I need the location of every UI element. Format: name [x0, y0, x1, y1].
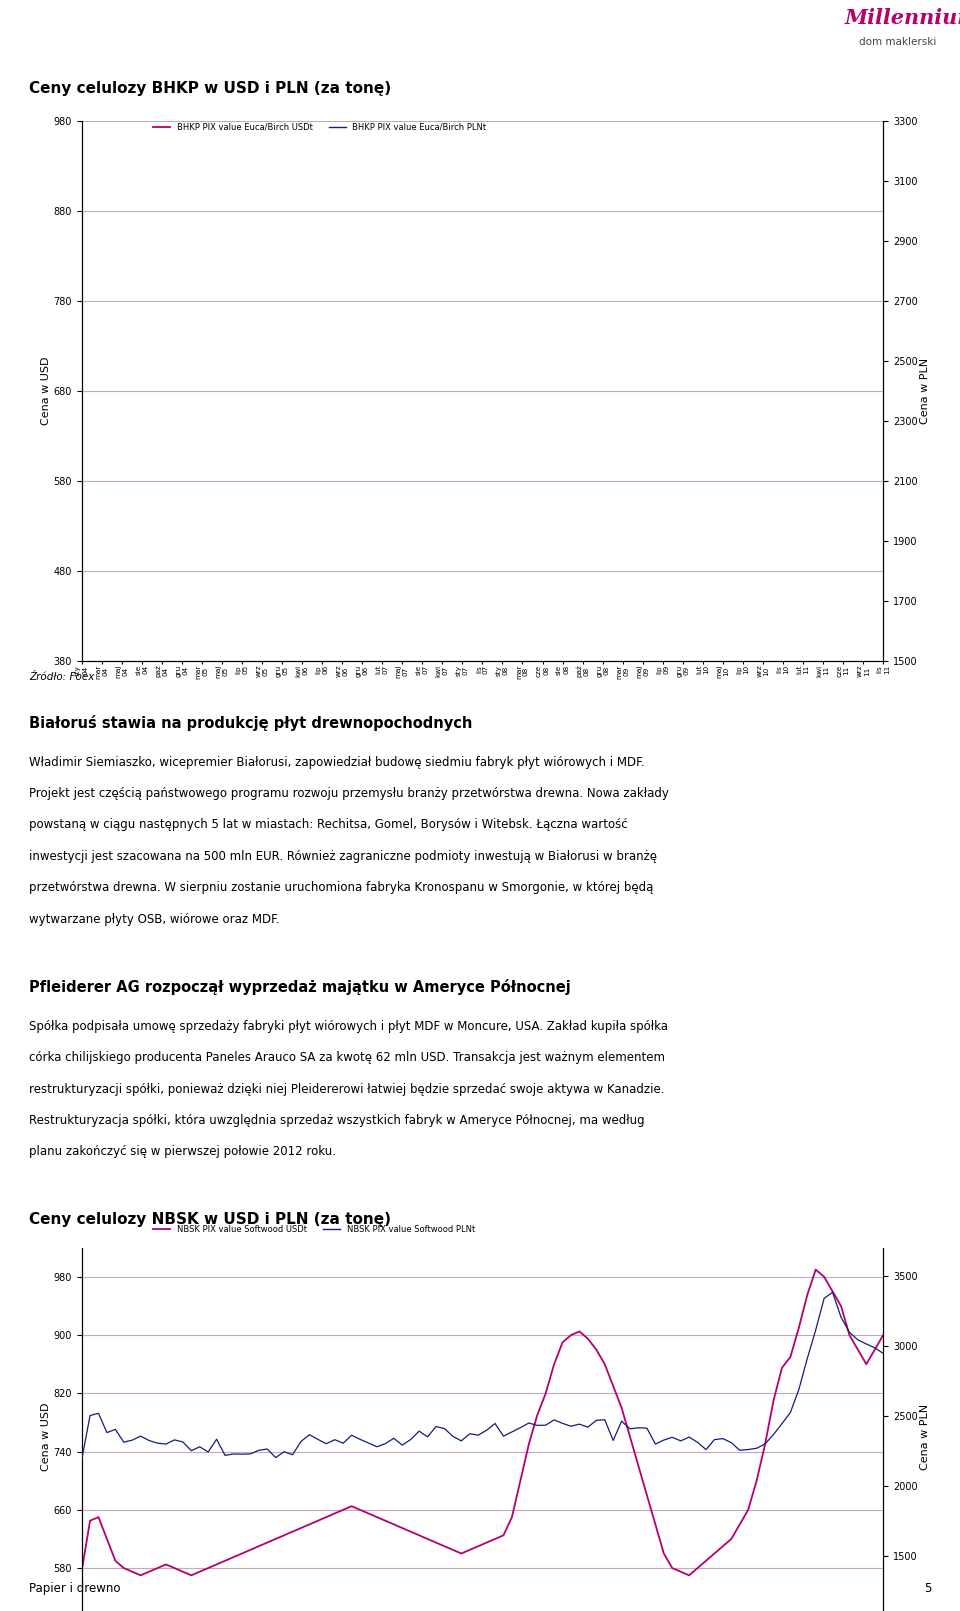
Y-axis label: Cena w USD: Cena w USD — [40, 1403, 51, 1471]
Y-axis label: Cena w PLN: Cena w PLN — [921, 358, 930, 424]
Text: Białoruś stawia na produkcję płyt drewnopochodnych: Białoruś stawia na produkcję płyt drewno… — [29, 715, 472, 731]
Text: powstaną w ciągu następnych 5 lat w miastach: Rechitsa, Gomel, Borysów i Witebsk: powstaną w ciągu następnych 5 lat w mias… — [29, 818, 628, 831]
Text: przetwórstwa drewna. W sierpniu zostanie uruchomiona fabryka Kronospanu w Smorgo: przetwórstwa drewna. W sierpniu zostanie… — [29, 881, 653, 894]
Text: Pfleiderer AG rozpoczął wyprzedaż majątku w Ameryce Północnej: Pfleiderer AG rozpoczął wyprzedaż majątk… — [29, 979, 570, 996]
Text: Millennium: Millennium — [845, 8, 960, 27]
Text: Projekt jest częścią państwowego programu rozwoju przemysłu branży przetwórstwa : Projekt jest częścią państwowego program… — [29, 786, 669, 801]
Text: planu zakończyć się w pierwszej połowie 2012 roku.: planu zakończyć się w pierwszej połowie … — [29, 1145, 336, 1158]
Text: Papier i drewno: Papier i drewno — [29, 1582, 120, 1595]
Text: Restrukturyzacja spółki, która uwzględnia sprzedaż wszystkich fabryk w Ameryce P: Restrukturyzacja spółki, która uwzględni… — [29, 1115, 644, 1128]
Text: 5: 5 — [925, 1572, 935, 1585]
Text: 5: 5 — [924, 1582, 931, 1595]
Text: córka chilijskiego producenta Paneles Arauco SA za kwotę 62 mln USD. Transakcja : córka chilijskiego producenta Paneles Ar… — [29, 1052, 664, 1065]
Text: restrukturyzacji spółki, ponieważ dzięki niej Pleidererowi łatwiej będzie sprzed: restrukturyzacji spółki, ponieważ dzięki… — [29, 1083, 664, 1095]
Legend: BHKP PIX value Euca/Birch USDt, BHKP PIX value Euca/Birch PLNt: BHKP PIX value Euca/Birch USDt, BHKP PIX… — [150, 119, 490, 135]
Text: Ceny celulozy BHKP w USD i PLN (za tonę): Ceny celulozy BHKP w USD i PLN (za tonę) — [29, 81, 391, 95]
Text: Władimir Siemiaszko, wicepremier Białorusi, zapowiedział budowę siedmiu fabryk p: Władimir Siemiaszko, wicepremier Białoru… — [29, 756, 644, 768]
Legend: NBSK PIX value Softwood USDt, NBSK PIX value Softwood PLNt: NBSK PIX value Softwood USDt, NBSK PIX v… — [150, 1221, 478, 1237]
Y-axis label: Cena w PLN: Cena w PLN — [921, 1403, 930, 1471]
Text: wytwarzane płyty OSB, wiórowe oraz MDF.: wytwarzane płyty OSB, wiórowe oraz MDF. — [29, 912, 279, 926]
Y-axis label: Cena w USD: Cena w USD — [40, 356, 51, 425]
Text: Spółka podpisała umowę sprzedaży fabryki płyt wiórowych i płyt MDF w Moncure, US: Spółka podpisała umowę sprzedaży fabryki… — [29, 1020, 668, 1033]
Text: Ceny celulozy NBSK w USD i PLN (za tonę): Ceny celulozy NBSK w USD i PLN (za tonę) — [29, 1213, 391, 1228]
Text: Źródło: Foex: Źródło: Foex — [29, 672, 94, 681]
Text: dom maklerski: dom maklerski — [859, 37, 937, 47]
Text: inwestycji jest szacowana na 500 mln EUR. Również zagraniczne podmioty inwestują: inwestycji jest szacowana na 500 mln EUR… — [29, 849, 657, 863]
